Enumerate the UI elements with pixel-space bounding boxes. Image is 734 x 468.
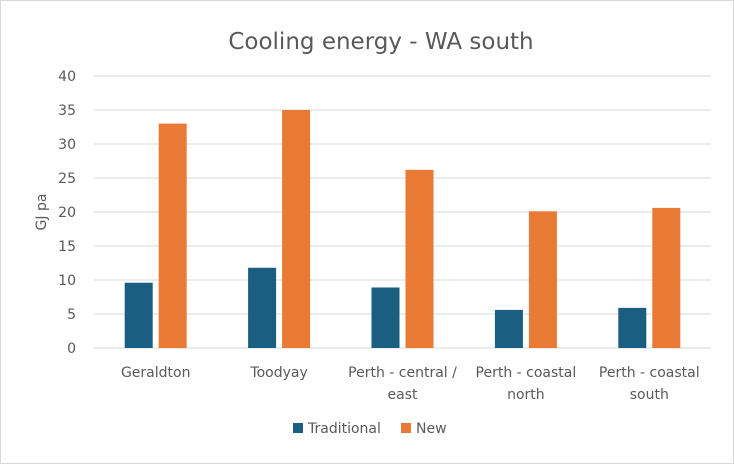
x-category-label: Toodyay — [249, 365, 307, 381]
legend-label-traditional: Traditional — [307, 421, 381, 437]
y-tick-label: 25 — [58, 171, 76, 187]
bar-new-1 — [282, 110, 311, 348]
y-tick-label: 40 — [58, 69, 76, 85]
bar-new-3 — [528, 211, 557, 348]
bar-traditional-0 — [124, 282, 153, 348]
x-category-label: south — [630, 387, 669, 403]
chart-title: Cooling energy - WA south — [228, 29, 533, 55]
x-category-label: Perth - central / — [348, 365, 457, 381]
x-category-label: east — [388, 387, 418, 403]
x-category-label: Perth - coastal — [599, 365, 700, 381]
x-category-label: Geraldton — [121, 365, 191, 381]
bar-new-4 — [652, 207, 681, 348]
y-tick-label: 35 — [58, 103, 76, 119]
x-category-label: Perth - coastal — [476, 365, 577, 381]
y-tick-label: 10 — [58, 273, 76, 289]
x-axis-categories: Geraldton Toodyay Perth - central / east Per… — [121, 365, 700, 403]
y-tick-label: 15 — [58, 239, 76, 255]
bar-traditional-2 — [371, 287, 400, 348]
legend-swatch-traditional — [293, 423, 303, 433]
legend: Traditional New — [293, 421, 447, 437]
y-tick-label: 30 — [58, 137, 76, 153]
bars — [124, 110, 681, 348]
legend-swatch-new — [401, 423, 411, 433]
legend-label-new: New — [416, 421, 447, 437]
y-tick-label: 0 — [67, 341, 76, 357]
y-tick-label: 20 — [58, 205, 76, 221]
y-axis-title: GJ pa — [34, 194, 50, 231]
bar-traditional-3 — [494, 309, 523, 348]
bar-new-2 — [405, 169, 434, 348]
x-category-label: north — [507, 387, 545, 403]
bar-traditional-1 — [248, 267, 277, 348]
y-tick-label: 5 — [67, 307, 76, 323]
bar-new-0 — [158, 123, 187, 348]
y-axis-ticks: 0 5 10 15 20 25 30 35 40 — [58, 69, 76, 357]
bar-traditional-4 — [618, 307, 647, 348]
gridlines — [94, 75, 711, 349]
